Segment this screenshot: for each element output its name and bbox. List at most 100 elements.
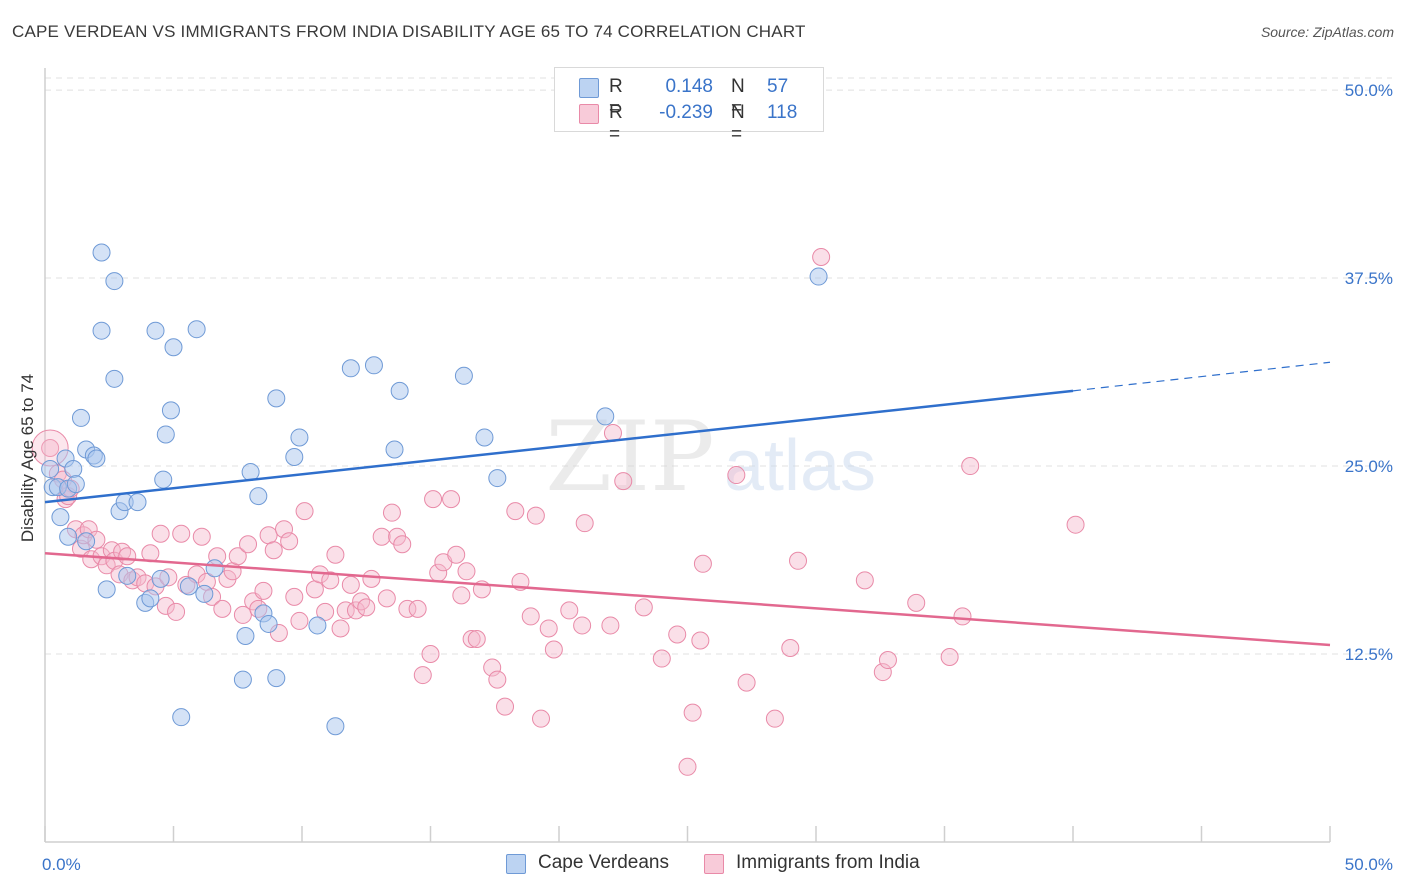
india-point <box>118 547 137 566</box>
india-point <box>452 586 471 605</box>
y-axis-label: Disability Age 65 to 74 <box>18 374 37 542</box>
cape-verdean-point <box>267 389 286 408</box>
n-value: 57 <box>767 76 789 97</box>
r-value: 0.148 <box>665 76 713 97</box>
india-point <box>316 602 335 621</box>
india-point <box>614 472 633 491</box>
india-point <box>737 673 756 692</box>
n-value: 118 <box>767 102 798 123</box>
cape-verdean-points <box>41 243 828 736</box>
cape-verdean-point <box>164 338 183 357</box>
india-point <box>560 601 579 620</box>
cape-verdean-point <box>59 527 78 546</box>
india-point <box>496 697 515 716</box>
india-point <box>442 490 461 509</box>
india-point <box>280 532 299 551</box>
india-point <box>408 599 427 618</box>
cape-verdean-point <box>290 428 309 447</box>
india-point <box>539 619 558 638</box>
blue-swatch <box>579 78 599 98</box>
india-point <box>447 545 466 564</box>
india-point <box>789 551 808 570</box>
india-point <box>275 520 294 539</box>
correlation-legend: R = 0.148 N = 57 R = -0.239 N = 118 <box>554 67 824 145</box>
india-point <box>285 587 304 606</box>
india-point <box>1066 515 1085 534</box>
cape-verdean-point <box>64 460 83 479</box>
india-point <box>331 619 350 638</box>
india-point <box>413 666 432 685</box>
cape-verdean-point <box>141 589 160 608</box>
cape-verdean-point <box>475 428 494 447</box>
cape-verdean-point <box>105 369 124 388</box>
cape-verdean-point <box>92 243 111 262</box>
india-point <box>264 541 283 560</box>
cape-verdean-point <box>249 487 268 506</box>
india-point <box>213 599 232 618</box>
india-point <box>727 466 746 485</box>
cape-verdean-point <box>364 356 383 375</box>
cape-verdean-point <box>51 508 70 527</box>
india-point <box>156 596 175 615</box>
india-point <box>346 601 365 620</box>
india-point <box>362 569 381 588</box>
india-point <box>855 571 874 590</box>
cape-verdean-point <box>161 401 180 420</box>
cape-verdean-point <box>92 321 111 340</box>
india-point <box>239 535 258 554</box>
india-point <box>544 640 563 659</box>
india-point <box>398 599 417 618</box>
india-point <box>457 562 476 581</box>
cape-verdean-point <box>97 580 116 599</box>
india-point <box>295 502 314 521</box>
watermark-zip: ZIP <box>545 401 714 513</box>
india-point <box>341 575 360 594</box>
cape-verdean-point <box>341 359 360 378</box>
cape-verdean-point <box>105 272 124 291</box>
india-point <box>321 571 340 590</box>
y-tick-label: 12.5% <box>1345 645 1393 664</box>
cape-verdean-point <box>146 321 165 340</box>
cape-verdean-point <box>77 532 96 551</box>
india-point <box>357 598 376 617</box>
india-point <box>873 663 892 682</box>
cape-verdean-point <box>195 584 214 603</box>
india-point <box>259 526 278 545</box>
india-point <box>691 631 710 650</box>
india-point <box>326 545 345 564</box>
cape-verdean-point <box>205 559 224 578</box>
pink-swatch <box>704 854 724 874</box>
cape-verdean-point <box>285 448 304 467</box>
india-point <box>573 616 592 635</box>
india-point <box>683 703 702 722</box>
y-tick-label: 37.5% <box>1345 269 1393 288</box>
tick-labels: 12.5% 25.0% 37.5% 50.0% 0.0% 50.0% <box>42 81 1393 874</box>
india-points <box>31 248 1085 776</box>
india-point <box>192 527 211 546</box>
cape-verdean-point <box>385 440 404 459</box>
cape-verdean-point <box>308 616 327 635</box>
india-point <box>693 554 712 573</box>
india-point <box>953 607 972 626</box>
india-point <box>526 506 545 525</box>
india-point <box>151 524 170 543</box>
cape-verdean-point <box>71 408 90 427</box>
india-point <box>233 605 252 624</box>
cape-verdean-point <box>172 708 191 727</box>
india-point <box>462 629 481 648</box>
n-label: N = <box>731 102 745 145</box>
watermark-atlas: atlas <box>724 426 876 506</box>
india-point <box>41 438 60 457</box>
india-point <box>765 709 784 728</box>
india-point <box>878 651 897 670</box>
india-point <box>372 527 391 546</box>
cape-verdean-point <box>128 493 147 512</box>
cape-verdean-point <box>809 267 828 286</box>
y-tick-label: 50.0% <box>1345 81 1393 100</box>
cape-verdean-point <box>390 381 409 400</box>
cape-verdean-point <box>259 614 278 633</box>
india-point <box>812 248 831 267</box>
india-point <box>940 648 959 667</box>
cape-verdean-point <box>41 460 60 479</box>
